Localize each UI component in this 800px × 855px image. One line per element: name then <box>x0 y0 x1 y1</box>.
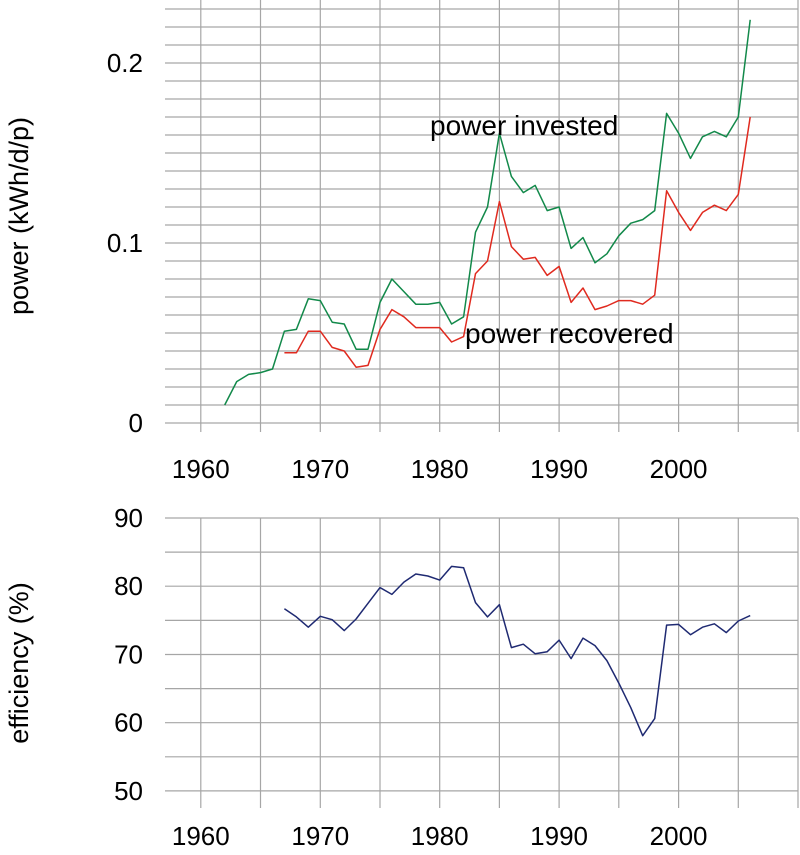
x-tick-label: 1960 <box>172 821 230 850</box>
x-tick-label: 1970 <box>291 454 349 484</box>
annotation-label: power invested <box>430 110 618 141</box>
x-tick-label: 2000 <box>650 821 708 850</box>
series-line-1 <box>283 565 751 737</box>
x-tick-label: 2000 <box>650 454 708 484</box>
efficiency-chart: 50 60 70 80 90 1960 1970 1980 1990 2000 efficiency… <box>4 503 799 851</box>
x-tick-label: 1970 <box>291 821 349 850</box>
y-tick-label: 60 <box>114 708 143 738</box>
series-line-1 <box>224 19 751 406</box>
annotation-label: power recovered <box>465 318 674 349</box>
x-tick-label: 1980 <box>411 821 469 850</box>
series-line-2 <box>284 116 751 368</box>
y-tick-label: 50 <box>114 776 143 806</box>
x-tick-label: 1980 <box>411 454 469 484</box>
y-tick-label: 70 <box>114 640 143 670</box>
y-tick-label: 0 <box>129 408 143 438</box>
y-tick-label: 90 <box>114 503 143 533</box>
x-tick-label: 1960 <box>172 454 230 484</box>
y-tick-label: 0.2 <box>107 48 143 78</box>
y-axis-label: efficiency (%) <box>4 582 34 744</box>
grid <box>165 0 799 432</box>
y-tick-label: 80 <box>114 571 143 601</box>
x-tick-label: 1990 <box>530 821 588 850</box>
y-tick-label: 0.1 <box>107 228 143 258</box>
power-chart: 0 0.1 0.2 1960 1970 1980 1990 2000 power (kWh/d/… <box>4 0 799 484</box>
grid <box>165 517 799 808</box>
y-axis-label: power (kWh/d/p) <box>4 117 34 315</box>
x-tick-label: 1990 <box>530 454 588 484</box>
